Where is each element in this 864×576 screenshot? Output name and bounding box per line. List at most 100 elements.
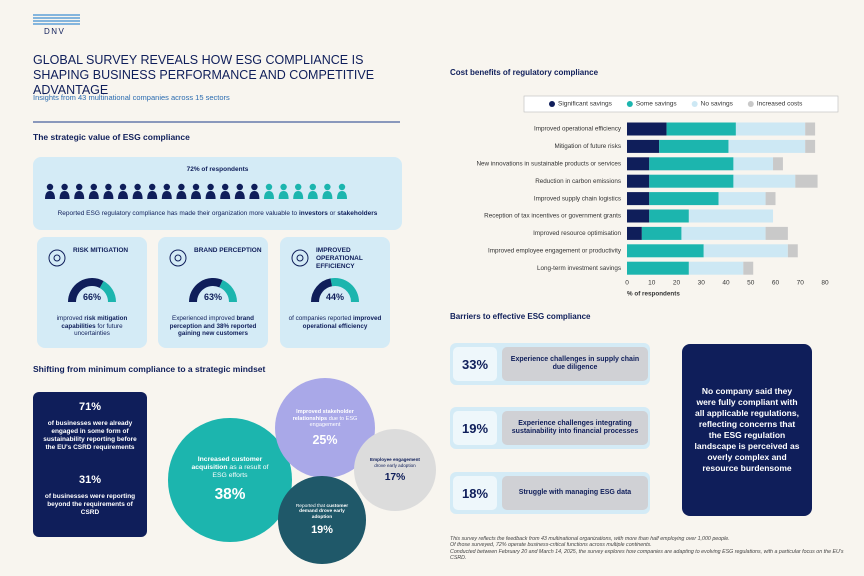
bubble-text: Increased customer acquisition as a resu… [188,456,271,480]
barrier-number-box [453,476,497,510]
card-icon [48,249,66,267]
category-label: Improved supply chain logistics [534,195,621,202]
barrier-text-box [502,347,648,381]
bubble-value: 38% [214,485,246,503]
bar-segment [773,157,783,171]
bar-segment [627,244,704,258]
footnote-line: Of those surveyed, 72% operate business-… [450,542,652,549]
section-heading: Shifting from minimum compliance to a st… [33,364,266,374]
description-part: improved [56,315,85,322]
person-body [249,191,260,199]
bubble-text-part: due to ESG engagement [309,415,358,429]
description-part: Experienced improved [172,315,237,322]
person-body [293,191,304,199]
card [37,237,147,348]
x-tick-label: 30 [698,280,706,287]
bubble-text-part: Improved stakeholder relationships [292,409,354,422]
person-body [118,191,128,199]
bar-segment [681,226,766,240]
bar-segment [688,209,774,223]
gauge-value [189,278,223,303]
bar-segment [649,192,719,206]
bubble-text-part: drove early adoption [374,462,416,468]
bubble-text-part: customer demand drove early adoption [299,503,349,521]
person-head [90,183,98,191]
barrier-text-box [502,411,648,445]
page-title: GLOBAL SURVEY REVEALS HOW ESG COMPLIANCE… [33,53,375,97]
bar-segment [641,226,682,240]
person-body [205,191,216,199]
bar-segment [728,139,806,153]
person-head [134,183,141,191]
person-head [251,183,258,191]
bar-segment [627,139,660,153]
footnote-line: This survey reflects the feedback from 4… [450,536,730,542]
person-body [132,191,143,199]
bubble-text: Reported that customer demand drove earl… [293,504,352,521]
bubble-text-part: as a result of ESG efforts [212,464,269,480]
bar-segment [733,157,774,171]
person-head [309,183,316,191]
bar-segment [765,192,776,206]
description-part: risk mitigation capabilities [61,315,128,330]
legend-swatch [747,101,754,107]
bar-segment [688,261,744,275]
category-label: Improved operational efficiency [534,126,622,133]
bubble-value: 25% [312,432,338,447]
subtitle: Insights from 43 multinational companies… [33,93,230,102]
footnote: This survey reflects the feedback from 4… [450,536,845,562]
category-label: New innovations in sustainable products … [476,160,621,167]
bar-segment [627,192,650,206]
bar-segment [795,174,818,188]
person-body [45,191,55,199]
bubble: Employee engagement drove early adoption… [353,428,437,512]
person-head [46,183,54,191]
statement-part: Reported ESG regulatory compliance has m… [57,210,299,217]
bar-segment [805,139,816,153]
section-heading: The strategic value of ESG compliance [33,132,190,142]
person-head [324,183,331,191]
legend-swatch [691,101,698,107]
person-head [222,183,229,191]
bubble-text-part: Employee engagement [370,457,420,463]
description-part: improved operational efficiency [302,315,382,330]
bar-segment [743,261,754,275]
person-body [307,191,318,199]
person-head [280,183,287,191]
card-description: improved risk mitigation capabilities fo… [44,315,140,338]
section-heading: Barriers to effective ESG compliance [450,312,591,321]
category-label: Reception of tax incentives or governmen… [484,213,621,220]
person-body [322,191,333,199]
person-head [149,183,156,191]
person-head [192,183,200,191]
x-tick-label: 10 [648,280,656,287]
x-tick-label: 50 [747,280,755,287]
legend-swatch [549,101,555,107]
gauge-label: 44% [325,292,344,302]
bar-segment [627,157,650,171]
statement-part: investors [298,210,328,217]
bar-segment [627,174,650,188]
callout-panel [682,344,812,516]
bar-segment [649,174,734,188]
category-label: Improved employee engagement or producti… [488,247,622,254]
person-head [295,183,302,191]
stats-panel [33,392,147,537]
card-title: RISK MITIGATION [73,247,129,254]
bar-segment [666,122,736,136]
card-icon [291,249,309,267]
barrier-text: Experience challenges integrating sustai… [511,419,639,436]
card-icon [169,249,187,267]
x-tick-label: 60 [772,280,780,287]
respondents-panel [33,157,402,230]
description-part: of companies reported [288,315,354,322]
x-tick-label: 0 [625,280,629,287]
bubble-value: 17% [384,471,406,483]
card [280,237,390,348]
legend-swatch [626,101,633,107]
person-head [119,183,127,191]
x-tick-label: 70 [797,280,805,287]
card [158,237,268,348]
person-head [163,183,170,191]
person-body [59,191,70,199]
